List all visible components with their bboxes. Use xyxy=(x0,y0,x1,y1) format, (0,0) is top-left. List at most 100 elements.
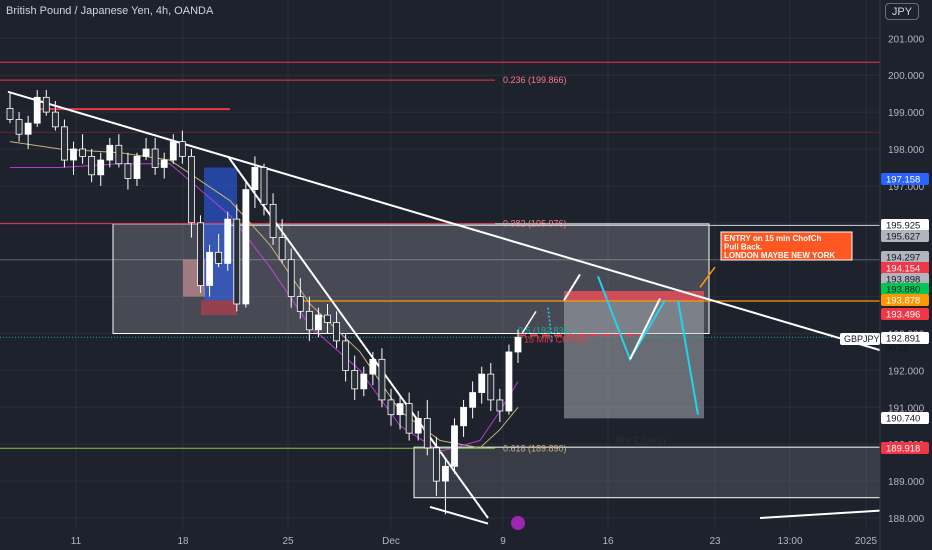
y-tick-label: 191.000 xyxy=(888,403,925,414)
half-level-label: 0.5 (192.830) xyxy=(518,326,572,336)
price-label-tag xyxy=(881,442,929,454)
price-label: 190.740 xyxy=(886,414,920,425)
projection-arrow-small xyxy=(521,310,537,334)
candle-body xyxy=(251,167,259,190)
y-tick-label: 201.000 xyxy=(888,34,925,45)
candle-body xyxy=(278,237,286,261)
candle-body xyxy=(6,108,14,120)
candle-body xyxy=(142,148,150,157)
x-axis: 11 18 25 Dec 9 16 23 13:00 2025 xyxy=(71,536,878,547)
price-label: 194.297 xyxy=(886,253,920,264)
candle-body xyxy=(460,406,467,427)
candle-body xyxy=(233,218,241,305)
candle-body xyxy=(197,222,204,286)
candle-body xyxy=(51,111,59,128)
y-tick-label: 197.000 xyxy=(888,182,925,193)
candle-body xyxy=(342,340,350,371)
x-tick-label: 25 xyxy=(282,536,294,547)
price-label: 189.918 xyxy=(886,444,920,455)
down-arrow-tail xyxy=(429,505,489,525)
fib-label: 0.618 (189.890) xyxy=(503,443,567,453)
candle-body xyxy=(442,465,449,482)
candle-body xyxy=(106,144,114,161)
order-block-red xyxy=(201,300,237,316)
y-tick-label: 192.000 xyxy=(888,366,925,377)
x-tick-label: 18 xyxy=(177,536,189,547)
candle-body xyxy=(169,141,177,161)
x-tick-label: 11 xyxy=(71,536,82,547)
candle-body xyxy=(423,417,431,449)
projection-arrow-cyan-small xyxy=(547,307,553,341)
lightning-icon xyxy=(511,516,525,530)
price-label: 195.925 xyxy=(886,221,920,232)
price-label-tag xyxy=(881,294,929,306)
candle-body xyxy=(469,392,477,408)
price-label-tag xyxy=(881,251,929,263)
candle-body xyxy=(324,314,331,323)
fib-layer: 0.236 (199.866) 0.382 (195.976) 0.618 (189… xyxy=(0,61,880,453)
fib-label: 0.382 (195.976) xyxy=(503,219,567,229)
candle-body xyxy=(387,399,395,416)
candle-body xyxy=(42,96,50,113)
candle-body xyxy=(496,399,504,412)
x-tick-label: 16 xyxy=(602,536,614,547)
candle-body xyxy=(505,351,513,412)
entry-note-line: LONDON MAYBE NEW YORK xyxy=(724,251,835,260)
price-label-tag xyxy=(881,412,929,424)
entry-note-line: ENTRY on 15 min ChofCh xyxy=(724,234,821,243)
candle-body xyxy=(369,358,377,375)
price-label-tag xyxy=(881,230,929,242)
downtrend-line xyxy=(7,90,881,352)
candle-body xyxy=(478,373,486,393)
price-label: 193.496 xyxy=(886,310,920,321)
price-label-tag xyxy=(881,173,929,185)
candle-body xyxy=(33,96,41,124)
candle-body xyxy=(287,259,295,298)
entry-note-box xyxy=(720,231,853,261)
price-label: 193.878 xyxy=(886,296,920,307)
projection-arrow-cyan-2 xyxy=(677,300,699,415)
position-stop-zone xyxy=(564,291,704,301)
candle-body xyxy=(405,403,413,434)
x-tick-label: Dec xyxy=(382,536,400,547)
candle-body xyxy=(432,447,440,482)
price-label-tag xyxy=(881,283,929,295)
candle-body xyxy=(305,310,313,331)
candle-body xyxy=(451,425,458,467)
price-label: 192.891 xyxy=(886,334,920,345)
projection-arrow-white-2 xyxy=(629,298,661,360)
chart-title: British Pound / Japanese Yen, 4h, OANDA xyxy=(6,5,214,17)
candles-layer xyxy=(6,89,522,515)
candle-body xyxy=(296,296,304,312)
price-label: 194.154 xyxy=(886,264,920,275)
y-tick-label: 200.000 xyxy=(888,71,925,82)
candle-body xyxy=(15,119,23,135)
currency-button[interactable]: JPY xyxy=(885,3,919,20)
price-label-tag xyxy=(881,219,929,231)
candle-body xyxy=(351,369,359,390)
candle-body xyxy=(115,144,123,165)
y-axis: 188.000189.000190.000191.000192.000193.0… xyxy=(840,0,932,550)
candle-body xyxy=(24,122,32,135)
candle-body xyxy=(378,358,386,401)
y-tick-label: 189.000 xyxy=(888,477,925,488)
candle-body xyxy=(61,126,68,161)
x-tick-label: 2025 xyxy=(855,536,878,547)
candle-body xyxy=(315,314,322,331)
fib-label: 0.236 (199.866) xyxy=(503,75,567,85)
candle-body xyxy=(124,163,132,179)
candle-body xyxy=(97,159,105,176)
price-label-tag xyxy=(881,308,929,320)
price-label-tag xyxy=(881,332,929,344)
candle-body xyxy=(224,218,232,264)
symbol-tag-box xyxy=(840,333,880,345)
candle-body xyxy=(188,155,195,224)
choch-15m-label: 15 MIN CHOCH xyxy=(524,335,589,345)
price-label: 195.627 xyxy=(886,232,920,243)
candle-body xyxy=(514,336,522,353)
demand-zone xyxy=(413,446,881,499)
position-target-zone xyxy=(564,291,704,419)
y-tick-label: 188.000 xyxy=(888,514,925,525)
